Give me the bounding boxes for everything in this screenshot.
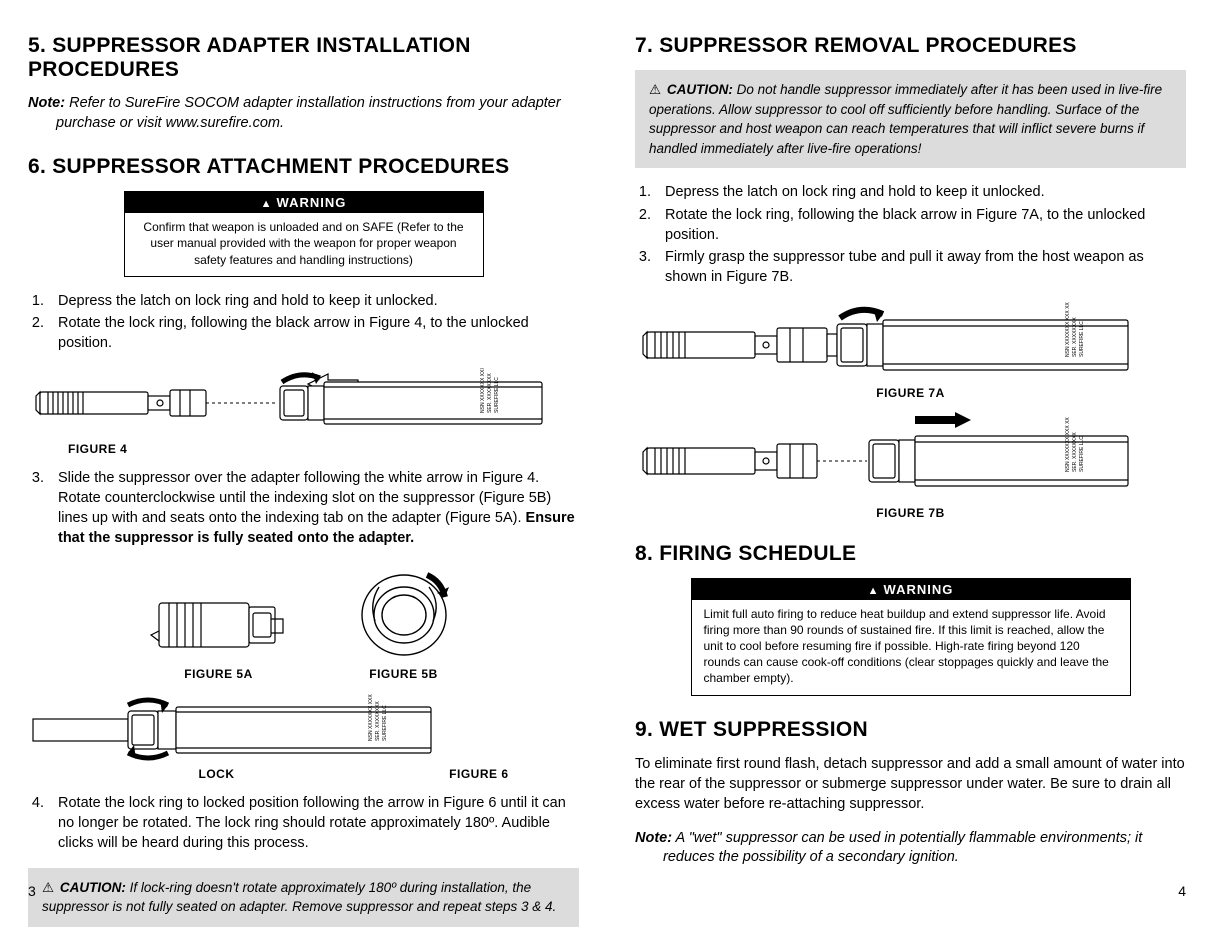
warning-body-text: Limit full auto firing to reduce heat bu… [692, 600, 1130, 695]
section-6-warning: ▲ WARNING Confirm that weapon is unloaded… [124, 191, 484, 277]
figure-5a-caption: FIGURE 5A [149, 667, 289, 681]
figure-4: SUREFIRE LLC SER. XXXXXXXX NSN XXXXXXX X… [28, 368, 579, 456]
section-8-title: 8. FIRING SCHEDULE [635, 542, 1186, 566]
section-6-title: 6. SUPPRESSOR ATTACHMENT PROCEDURES [28, 155, 579, 179]
figure-6-lock-label: LOCK [99, 767, 235, 781]
step-4: Rotate the lock ring to locked position … [48, 793, 579, 854]
figure-7b-diagram: SUREFIRE LLC SER. XXXXXXXX NSN XXXXXXX X… [635, 412, 1135, 502]
warning-body-text: Confirm that weapon is unloaded and on S… [125, 213, 483, 276]
left-column: 5. SUPPRESSOR ADAPTER INSTALLATION PROCE… [28, 30, 579, 901]
svg-text:NSN XXXXXXX XXX XX: NSN XXXXXXX XXX XX [1065, 416, 1071, 471]
figure-5a-diagram [149, 583, 289, 663]
section-5-note: Note: Refer to SureFire SOCOM adapter in… [28, 94, 579, 133]
caution-label: CAUTION: [667, 82, 733, 97]
warning-icon: ▲ [868, 585, 880, 597]
svg-text:SUREFIRE LLC: SUREFIRE LLC [1079, 436, 1085, 472]
section-7-title: 7. SUPPRESSOR REMOVAL PROCEDURES [635, 34, 1186, 58]
warning-header: ▲ WARNING [125, 192, 483, 213]
page-number-right: 4 [1178, 883, 1186, 899]
step-3: Slide the suppressor over the adapter fo… [48, 468, 579, 549]
page-number-left: 3 [28, 883, 36, 899]
svg-text:SER. XXXXXXXX: SER. XXXXXXXX [1072, 431, 1078, 471]
svg-text:NSN XXXXXXX XXX XX: NSN XXXXXXX XXX XX [368, 693, 374, 741]
figure-5b-diagram [349, 563, 459, 663]
right-column: 7. SUPPRESSOR REMOVAL PROCEDURES ⚠ CAUTI… [635, 30, 1186, 901]
step-2: Rotate the lock ring, following the blac… [655, 205, 1186, 246]
note-label: Note: [28, 95, 65, 111]
section-7-caution: ⚠ CAUTION: Do not handle suppressor imme… [635, 70, 1186, 168]
section-7-steps: Depress the latch on lock ring and hold … [635, 182, 1186, 287]
figure-5-row: FIGURE 5A FIGURE 5B [28, 563, 579, 681]
figure-6-diagram: SUREFIRE LLC SER. XXXXXXXX NSN XXXXXXX X… [28, 693, 438, 763]
figure-7a-diagram: SUREFIRE LLC SER. XXXXXXXX NSN XXXXXXX X… [635, 302, 1135, 382]
section-6-caution: ⚠ CAUTION: If lock-ring doesn't rotate a… [28, 868, 579, 927]
warning-header-text: WARNING [277, 195, 347, 210]
section-6-step-3: Slide the suppressor over the adapter fo… [28, 468, 579, 549]
svg-text:NSN XXXXXXX XXX XX: NSN XXXXXXX XXX XX [1065, 302, 1071, 357]
figure-7a-caption: FIGURE 7A [635, 386, 1186, 400]
figure-5b-caption: FIGURE 5B [349, 667, 459, 681]
warning-header: ▲ WARNING [692, 579, 1130, 600]
caution-icon: ⚠ [42, 880, 54, 895]
note-body: A "wet" suppressor can be used in potent… [663, 830, 1142, 866]
warning-header-text: WARNING [884, 582, 954, 597]
caution-icon: ⚠ [649, 82, 661, 97]
svg-text:SER. XXXXXXXX: SER. XXXXXXXX [487, 372, 493, 412]
svg-text:SER. XXXXXXXX: SER. XXXXXXXX [1072, 316, 1078, 356]
figure-4-caption: FIGURE 4 [28, 442, 579, 456]
figure-6-caption: FIGURE 6 [449, 767, 508, 781]
section-8-warning: ▲ WARNING Limit full auto firing to reduc… [691, 578, 1131, 696]
step-3: Firmly grasp the suppressor tube and pul… [655, 247, 1186, 288]
figure-4-diagram: SUREFIRE LLC SER. XXXXXXXX NSN XXXXXXX X… [28, 368, 548, 438]
section-9-body: To eliminate first round flash, detach s… [635, 754, 1186, 815]
section-6-steps-1-2: Depress the latch on lock ring and hold … [28, 291, 579, 354]
step-2: Rotate the lock ring, following the blac… [48, 313, 579, 354]
section-5-title: 5. SUPPRESSOR ADAPTER INSTALLATION PROCE… [28, 34, 579, 82]
section-9-title: 9. WET SUPPRESSION [635, 718, 1186, 742]
step-3-text: Slide the suppressor over the adapter fo… [58, 470, 551, 527]
svg-text:SUREFIRE LLC: SUREFIRE LLC [382, 705, 388, 741]
step-1: Depress the latch on lock ring and hold … [655, 182, 1186, 202]
svg-text:SER. XXXXXXXX: SER. XXXXXXXX [375, 700, 381, 740]
figure-7a: SUREFIRE LLC SER. XXXXXXXX NSN XXXXXXX X… [635, 302, 1186, 400]
note-body: Refer to SureFire SOCOM adapter installa… [56, 95, 561, 131]
caution-label: CAUTION: [60, 880, 126, 895]
warning-icon: ▲ [261, 198, 273, 210]
figure-7b-caption: FIGURE 7B [635, 506, 1186, 520]
svg-text:SUREFIRE LLC: SUREFIRE LLC [1079, 321, 1085, 357]
step-1: Depress the latch on lock ring and hold … [48, 291, 579, 311]
figure-7b: SUREFIRE LLC SER. XXXXXXXX NSN XXXXXXX X… [635, 412, 1186, 520]
section-6-step-4: Rotate the lock ring to locked position … [28, 793, 579, 854]
section-9-note: Note: A "wet" suppressor can be used in … [635, 829, 1186, 868]
figure-6: SUREFIRE LLC SER. XXXXXXXX NSN XXXXXXX X… [28, 693, 579, 781]
note-label: Note: [635, 830, 672, 846]
svg-text:SUREFIRE LLC: SUREFIRE LLC [494, 376, 500, 412]
svg-text:NSN XXXXXXX XXX XX: NSN XXXXXXX XXX XX [480, 368, 486, 413]
